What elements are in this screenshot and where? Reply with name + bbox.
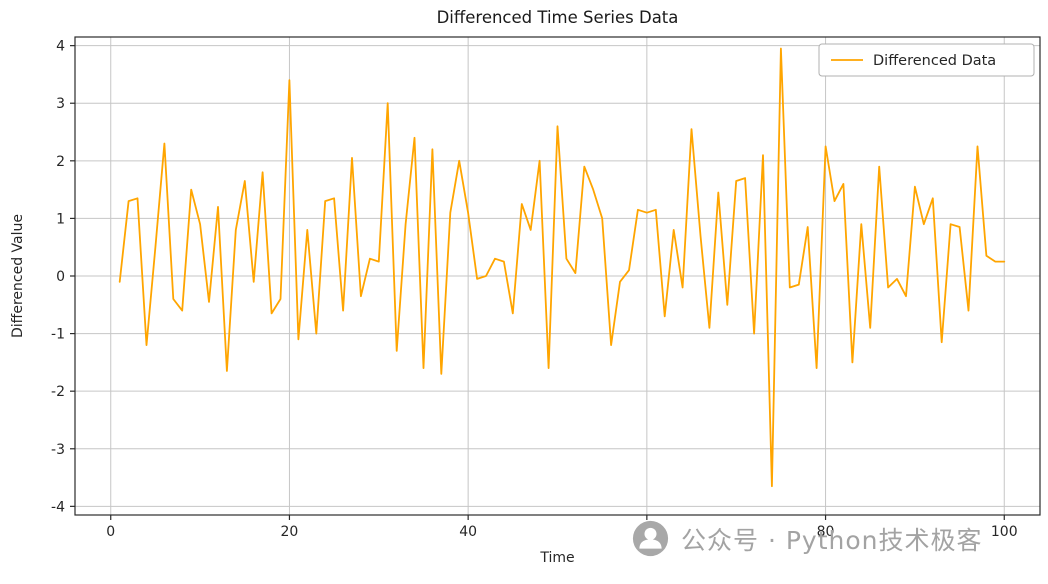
y-tick-label: -1 <box>51 327 65 343</box>
chart-title: Differenced Time Series Data <box>436 8 679 27</box>
watermark: 公众号 · Python技术极客 <box>632 520 983 557</box>
y-tick-label: 4 <box>56 39 65 55</box>
x-tick-label: 40 <box>459 524 477 540</box>
watermark-text: 公众号 · Python技术极客 <box>681 525 983 555</box>
series-line <box>118 47 1006 488</box>
wechat-logo-icon <box>632 520 669 557</box>
y-tick-label: -3 <box>51 442 65 458</box>
y-tick-label: 3 <box>56 96 65 112</box>
x-tick-label: 0 <box>106 524 115 540</box>
legend-label: Differenced Data <box>873 53 996 69</box>
legend-box <box>818 43 1035 77</box>
y-tick-label: -2 <box>51 384 65 400</box>
y-tick-label: -4 <box>51 499 65 515</box>
x-tick-label: 80 <box>817 524 835 540</box>
x-axis-label: Time <box>540 550 575 566</box>
y-axis-label: Differenced Value <box>10 214 26 338</box>
y-tick-label: 2 <box>56 154 65 170</box>
x-tick-label: 20 <box>281 524 299 540</box>
y-tick-label: 0 <box>56 269 65 285</box>
y-tick-label: 1 <box>56 211 65 227</box>
x-tick-label: 100 <box>991 524 1018 540</box>
